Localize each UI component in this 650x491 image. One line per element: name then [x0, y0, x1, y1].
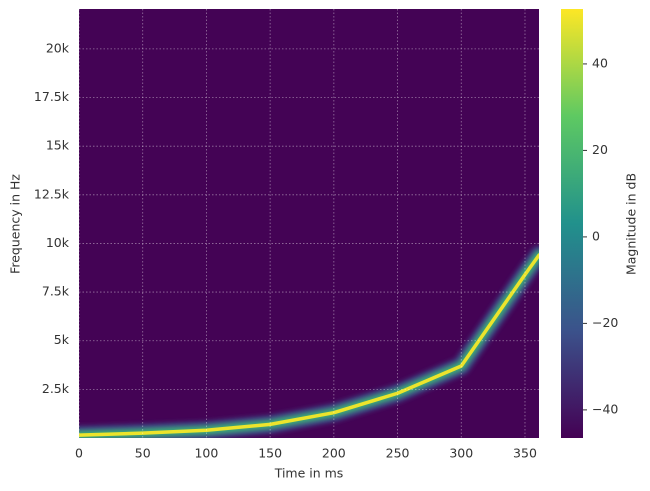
colorbar-tick-label: 0: [592, 228, 600, 243]
x-tick-label: 0: [75, 446, 83, 461]
x-tick-label: 250: [386, 446, 410, 461]
background: [79, 9, 539, 438]
ridge: [79, 253, 539, 437]
colorbar-label: Magnitude in dB: [624, 173, 639, 275]
colorbar-tick-label: 20: [592, 142, 608, 157]
colorbar-tick-label: 40: [592, 55, 608, 70]
y-axis-label: Frequency in Hz: [8, 174, 23, 274]
x-tick-label: 350: [513, 446, 537, 461]
y-tick-label: 12.5k: [34, 186, 70, 201]
y-tick-label: 20k: [46, 40, 70, 55]
y-tick-label: 2.5k: [42, 381, 70, 396]
x-tick-label: 50: [135, 446, 151, 461]
y-tick-label: 15k: [46, 138, 70, 153]
colorbar: [561, 9, 583, 438]
x-tick-label: 200: [322, 446, 346, 461]
x-axis-label: Time in ms: [274, 466, 344, 481]
x-tick-label: 300: [449, 446, 473, 461]
y-tick-label: 5k: [54, 332, 70, 347]
y-tick-label: 10k: [46, 235, 70, 250]
plot-area: [79, 9, 539, 438]
x-tick-label: 150: [258, 446, 282, 461]
colorbar-tick-label: −20: [592, 315, 618, 330]
y-tick-label: 7.5k: [42, 284, 70, 299]
x-tick-label: 100: [194, 446, 218, 461]
colorbar-tick-label: −40: [592, 401, 618, 416]
y-tick-label: 17.5k: [34, 89, 70, 104]
